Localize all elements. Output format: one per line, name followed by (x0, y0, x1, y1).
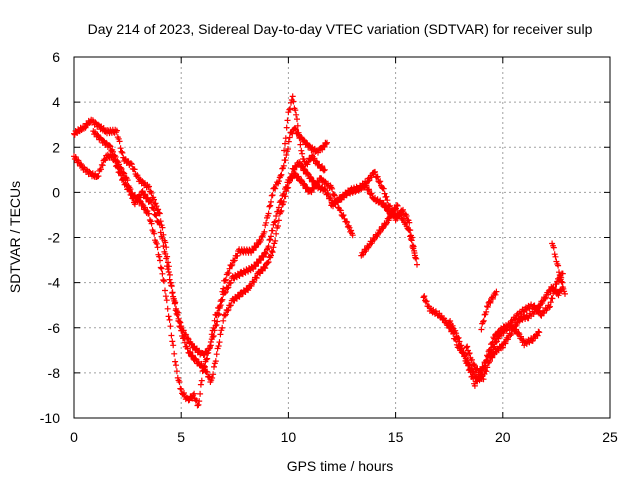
y-tick-label: -4 (48, 275, 61, 291)
y-tick-label: -10 (40, 410, 60, 426)
data-point-marks (90, 128, 420, 385)
y-tick-label: -6 (48, 320, 61, 336)
series-track-2 (71, 151, 356, 409)
data-point-marks (478, 288, 500, 333)
grid-lines (74, 57, 610, 418)
data-point-marks (463, 270, 566, 378)
y-tick-label: -2 (48, 230, 61, 246)
y-tick-label: -8 (48, 365, 61, 381)
data-point-marks (281, 93, 328, 174)
y-axis-label: SDTVAR / TECUs (7, 181, 23, 293)
y-tick-label: 4 (52, 94, 60, 110)
x-tick-label: 5 (177, 429, 185, 445)
data-point-marks (549, 240, 568, 297)
x-tick-label: 25 (602, 429, 618, 445)
data-point-marks (328, 182, 418, 259)
data-markers (71, 93, 568, 409)
series-track-11 (549, 240, 568, 297)
y-tick-label: 0 (52, 184, 60, 200)
series-track-10 (478, 288, 500, 333)
series-track-9 (463, 270, 566, 378)
series-track-4 (281, 93, 328, 174)
x-tick-label: 0 (70, 429, 78, 445)
y-tick-label: 6 (52, 49, 60, 65)
data-point-marks (71, 151, 356, 409)
series-track-5 (328, 182, 418, 259)
series-track-3 (90, 128, 420, 385)
x-tick-label: 15 (388, 429, 404, 445)
chart-title: Day 214 of 2023, Sidereal Day-to-day VTE… (88, 21, 593, 37)
data-point-marks (358, 202, 401, 259)
series-track-6 (358, 202, 401, 259)
y-tick-label: 2 (52, 139, 60, 155)
x-axis-label: GPS time / hours (287, 458, 394, 474)
x-tick-label: 10 (281, 429, 297, 445)
axis-ticks: 0 5 10 15 20 25 -10 -8 -6 -4 -2 0 2 4 6 (40, 49, 618, 445)
x-tick-label: 20 (495, 429, 511, 445)
